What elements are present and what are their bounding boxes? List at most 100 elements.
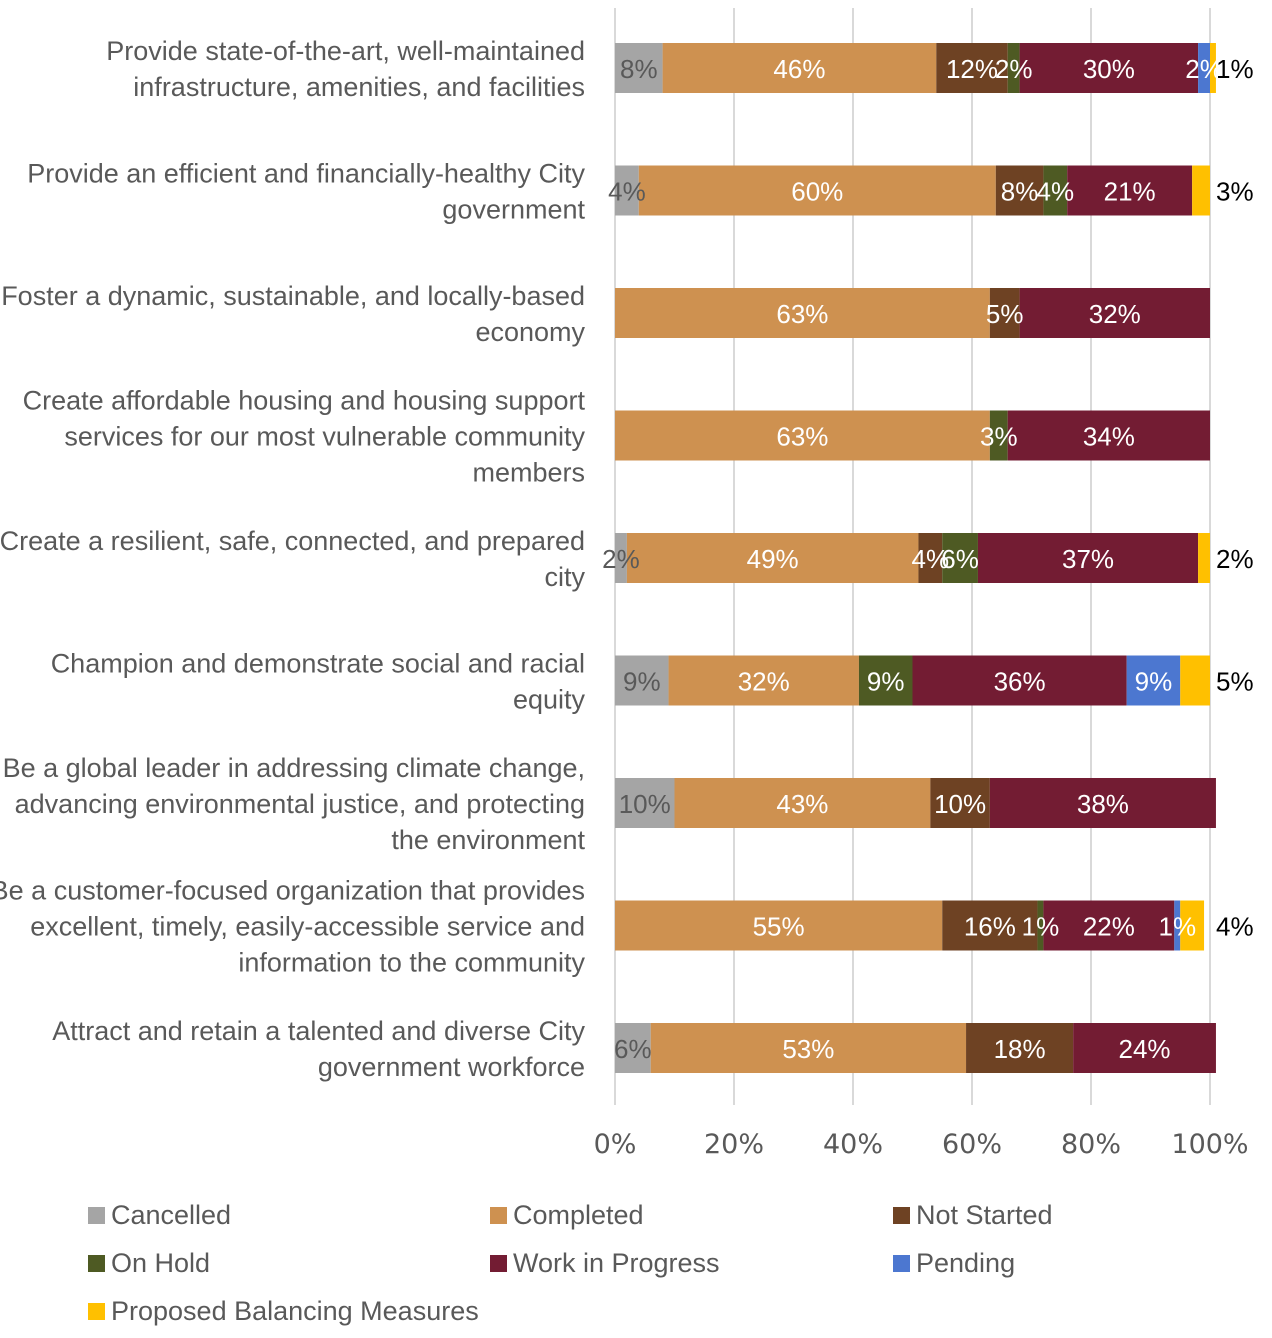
legend-swatch <box>88 1303 105 1320</box>
bar-segment-cancelled <box>615 655 669 706</box>
bar-segment-on-hold <box>942 533 978 583</box>
data-label: 2% <box>1216 544 1254 574</box>
legend-label: Proposed Balancing Measures <box>111 1296 479 1326</box>
legend-label: Pending <box>916 1248 1016 1278</box>
data-label: 2% <box>602 544 640 574</box>
category-label: members <box>472 458 585 488</box>
bar-segment-completed <box>638 165 996 216</box>
bar-segment-on-hold <box>1037 900 1044 951</box>
legend-label: Not Started <box>916 1200 1053 1230</box>
data-label: 9% <box>867 667 905 697</box>
bar-segment-work-in-progress <box>1019 43 1199 93</box>
legend-label: Work in Progress <box>513 1248 720 1278</box>
data-label: 60% <box>791 177 843 207</box>
bar-segment-not-started <box>930 778 990 828</box>
x-tick-label: 80% <box>1061 1129 1121 1160</box>
bar-segment-not-started <box>995 165 1044 216</box>
category-label: services for our most vulnerable communi… <box>64 422 585 452</box>
legend-item: Not Started <box>893 1200 1053 1231</box>
legend-item: Proposed Balancing Measures <box>88 1296 479 1327</box>
category-label: Create a resilient, safe, connected, and… <box>0 526 585 556</box>
data-label: 6% <box>941 544 979 574</box>
bar-segment-not-started <box>989 288 1020 338</box>
bar-segment-completed <box>615 410 990 461</box>
legend-item: On Hold <box>88 1248 210 1279</box>
category-label: Create affordable housing and housing su… <box>23 386 586 416</box>
bar-segment-not-started <box>942 900 1038 951</box>
legend-item: Work in Progress <box>490 1248 720 1279</box>
data-label: 4% <box>1216 912 1254 942</box>
bar-segment-on-hold <box>989 410 1008 461</box>
bar-segment-work-in-progress <box>912 655 1127 706</box>
bar-segment-completed <box>615 900 943 951</box>
x-tick-label: 0% <box>594 1129 637 1160</box>
bars <box>615 43 1216 1073</box>
bar-segment-cancelled <box>615 1023 651 1073</box>
bar-segment-pending <box>1174 900 1181 951</box>
bar-segment-work-in-progress <box>1067 165 1193 216</box>
bar-segment-proposed-balancing-measures <box>1192 165 1210 216</box>
bar-segment-completed <box>668 655 859 706</box>
bar-segment-on-hold <box>858 655 913 706</box>
bar-segment-completed <box>650 1023 967 1073</box>
x-axis-tick-labels: 0% 20% 40% 60% 80% 100% <box>594 1129 1249 1160</box>
legend-swatch <box>893 1255 910 1272</box>
bar-segment-work-in-progress <box>1019 288 1210 338</box>
data-label: 5% <box>986 299 1024 329</box>
category-label: Provide state-of-the-art, well-maintaine… <box>106 36 585 66</box>
data-label: 63% <box>776 422 828 452</box>
bar-segment-work-in-progress <box>977 533 1199 583</box>
data-label: 18% <box>994 1034 1046 1064</box>
category-label: equity <box>513 685 586 715</box>
data-label: 43% <box>776 789 828 819</box>
bar-segment-work-in-progress <box>989 778 1216 828</box>
category-labels: Provide state-of-the-art, well-maintaine… <box>0 36 586 1082</box>
legend-swatch <box>893 1207 910 1224</box>
data-label: 53% <box>782 1034 834 1064</box>
bar-segment-proposed-balancing-measures <box>1180 655 1210 706</box>
bar-segment-completed <box>626 533 919 583</box>
category-label: information to the community <box>238 948 585 978</box>
data-label: 49% <box>747 544 799 574</box>
bar-segment-work-in-progress <box>1073 1023 1216 1073</box>
data-label: 32% <box>738 667 790 697</box>
category-label: Foster a dynamic, sustainable, and local… <box>1 281 585 311</box>
bar-segment-not-started <box>966 1023 1074 1073</box>
data-label: 32% <box>1089 299 1141 329</box>
bar-segment-proposed-balancing-measures <box>1180 900 1205 951</box>
data-label: 37% <box>1062 544 1114 574</box>
data-label: 63% <box>776 299 828 329</box>
bar-segment-completed <box>615 288 990 338</box>
data-label: 5% <box>1216 667 1254 697</box>
x-tick-label: 40% <box>823 1129 883 1160</box>
legend-swatch <box>490 1255 507 1272</box>
data-label: 34% <box>1083 422 1135 452</box>
category-label: Attract and retain a talented and divers… <box>52 1016 585 1046</box>
data-label: 3% <box>980 422 1018 452</box>
legend-swatch <box>88 1255 105 1272</box>
data-label: 9% <box>1135 667 1173 697</box>
category-label: Be a global leader in addressing climate… <box>3 753 585 783</box>
data-label: 3% <box>1216 177 1254 207</box>
x-tick-label: 100% <box>1171 1129 1248 1160</box>
data-labels: 8% 46% 12%2% 30% 2%1%4% 60% 8%4% 21% 3%63% 5% 32%6… <box>602 54 1253 1064</box>
data-label: 4% <box>912 544 950 574</box>
legend-label: Completed <box>513 1200 644 1230</box>
bar-segment-work-in-progress <box>1043 900 1175 951</box>
data-label: 21% <box>1104 177 1156 207</box>
bar-segment-not-started <box>936 43 1008 93</box>
data-label: 2% <box>1185 54 1223 84</box>
legend-item: Cancelled <box>88 1200 231 1231</box>
legend-label: Cancelled <box>111 1200 232 1230</box>
legend-item: Completed <box>490 1200 644 1231</box>
bar-segment-completed <box>662 43 937 93</box>
legend-swatch <box>490 1207 507 1224</box>
bar-segment-on-hold <box>1007 43 1020 93</box>
bar-segment-on-hold <box>1043 165 1068 216</box>
bar-segment-pending <box>1198 43 1210 93</box>
data-label: 36% <box>994 667 1046 697</box>
data-label: 8% <box>1001 177 1039 207</box>
bar-segment-not-started <box>918 533 943 583</box>
data-label: 9% <box>623 667 661 697</box>
bar-segment-cancelled <box>615 165 639 216</box>
